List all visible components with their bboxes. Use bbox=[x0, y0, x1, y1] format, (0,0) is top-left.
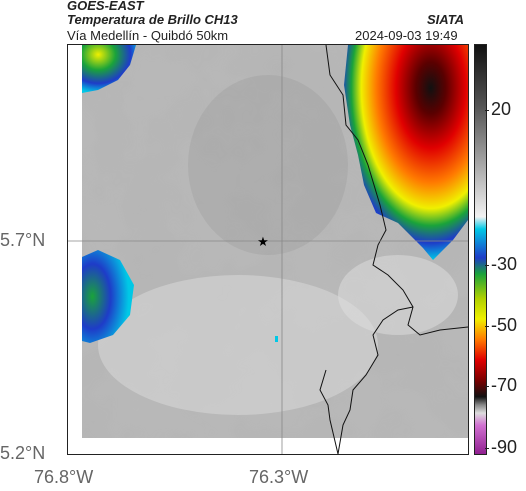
colorbar-tick-minus-90: -90 bbox=[491, 437, 518, 457]
boundary-line-south bbox=[337, 306, 414, 454]
lat-tick-5-2: 5.2°N bbox=[0, 443, 46, 463]
datetime-label: 2024-09-03 19:49 bbox=[355, 28, 458, 43]
boundary-line-southwest bbox=[319, 369, 339, 454]
boundary-line bbox=[325, 45, 468, 336]
satellite-name: GOES-EAST bbox=[67, 0, 144, 13]
region-label: Vía Medellín - Quibdó 50km bbox=[67, 28, 229, 43]
colorbar-tick-minus-50: -50 bbox=[491, 315, 518, 335]
colorbar-tick-20: 20 bbox=[491, 99, 512, 119]
cloud-cluster-north bbox=[82, 45, 136, 93]
product-title: Temperatura de Brillo CH13 bbox=[67, 12, 238, 27]
small-cloud-spot bbox=[275, 336, 278, 342]
lat-tick-5-7: 5.7°N bbox=[0, 230, 46, 250]
colorbar-tick-minus-30: -30 bbox=[491, 254, 518, 274]
satellite-map: ★ bbox=[67, 44, 469, 455]
lon-tick-76-3: 76.3°W bbox=[249, 467, 309, 487]
agency-label: SIATA bbox=[427, 12, 465, 27]
convective-storm-east bbox=[344, 45, 468, 260]
lon-tick-76-8: 76.8°W bbox=[34, 467, 94, 487]
star-marker: ★ bbox=[257, 234, 269, 249]
cloud-cluster-west bbox=[82, 250, 134, 343]
temperature-colorbar bbox=[474, 44, 487, 455]
colorbar-tick-minus-70: -70 bbox=[491, 375, 518, 395]
